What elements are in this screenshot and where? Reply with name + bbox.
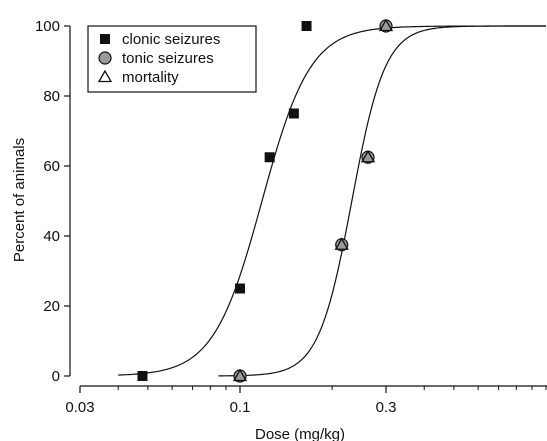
y-ticks: 0 20 40 60 80 100: [35, 18, 70, 385]
series-mortality: [232, 18, 394, 382]
x-tick-label: 0.03: [65, 399, 94, 416]
data-point: [137, 371, 148, 381]
y-tick-label: 40: [43, 228, 60, 245]
x-ticks: 0.03 0.1 0.3: [65, 386, 547, 416]
legend-label: tonic seizures: [122, 50, 214, 67]
legend-label: mortality: [122, 69, 179, 86]
data-point: [235, 283, 246, 294]
data-point: [232, 368, 248, 382]
data-point: [378, 18, 394, 32]
data-point: [264, 152, 275, 163]
legend-box: [87, 25, 257, 93]
axes: 0.03 0.1 0.3 0 20 40 60 80 100: [35, 18, 547, 416]
data-points: [137, 18, 394, 383]
data-point: [360, 149, 376, 163]
fit-curves: [118, 25, 546, 377]
legend: clonic seizures tonic seizures mortality: [87, 25, 257, 93]
series-tonic-seizures: [233, 19, 393, 383]
fit-curve: [218, 25, 546, 377]
x-tick-label: 0.1: [230, 399, 251, 416]
y-tick-label: 100: [35, 18, 60, 35]
legend-marker: [100, 34, 110, 44]
x-tick-label: 0.3: [376, 399, 397, 416]
y-tick-label: 20: [43, 298, 60, 315]
y-tick-label: 60: [43, 158, 60, 175]
data-point: [334, 237, 349, 250]
series-clonic-seizures: [137, 21, 312, 381]
legend-marker: [97, 69, 113, 83]
legend-marker: [98, 51, 112, 65]
data-point: [288, 108, 299, 119]
legend-label: clonic seizures: [122, 31, 220, 48]
data-point: [301, 21, 312, 31]
x-axis-label: Dose (mg/kg): [255, 426, 345, 441]
y-tick-label: 80: [43, 88, 60, 105]
y-tick-label: 0: [52, 368, 60, 385]
y-axis-label: Percent of animals: [11, 138, 28, 262]
